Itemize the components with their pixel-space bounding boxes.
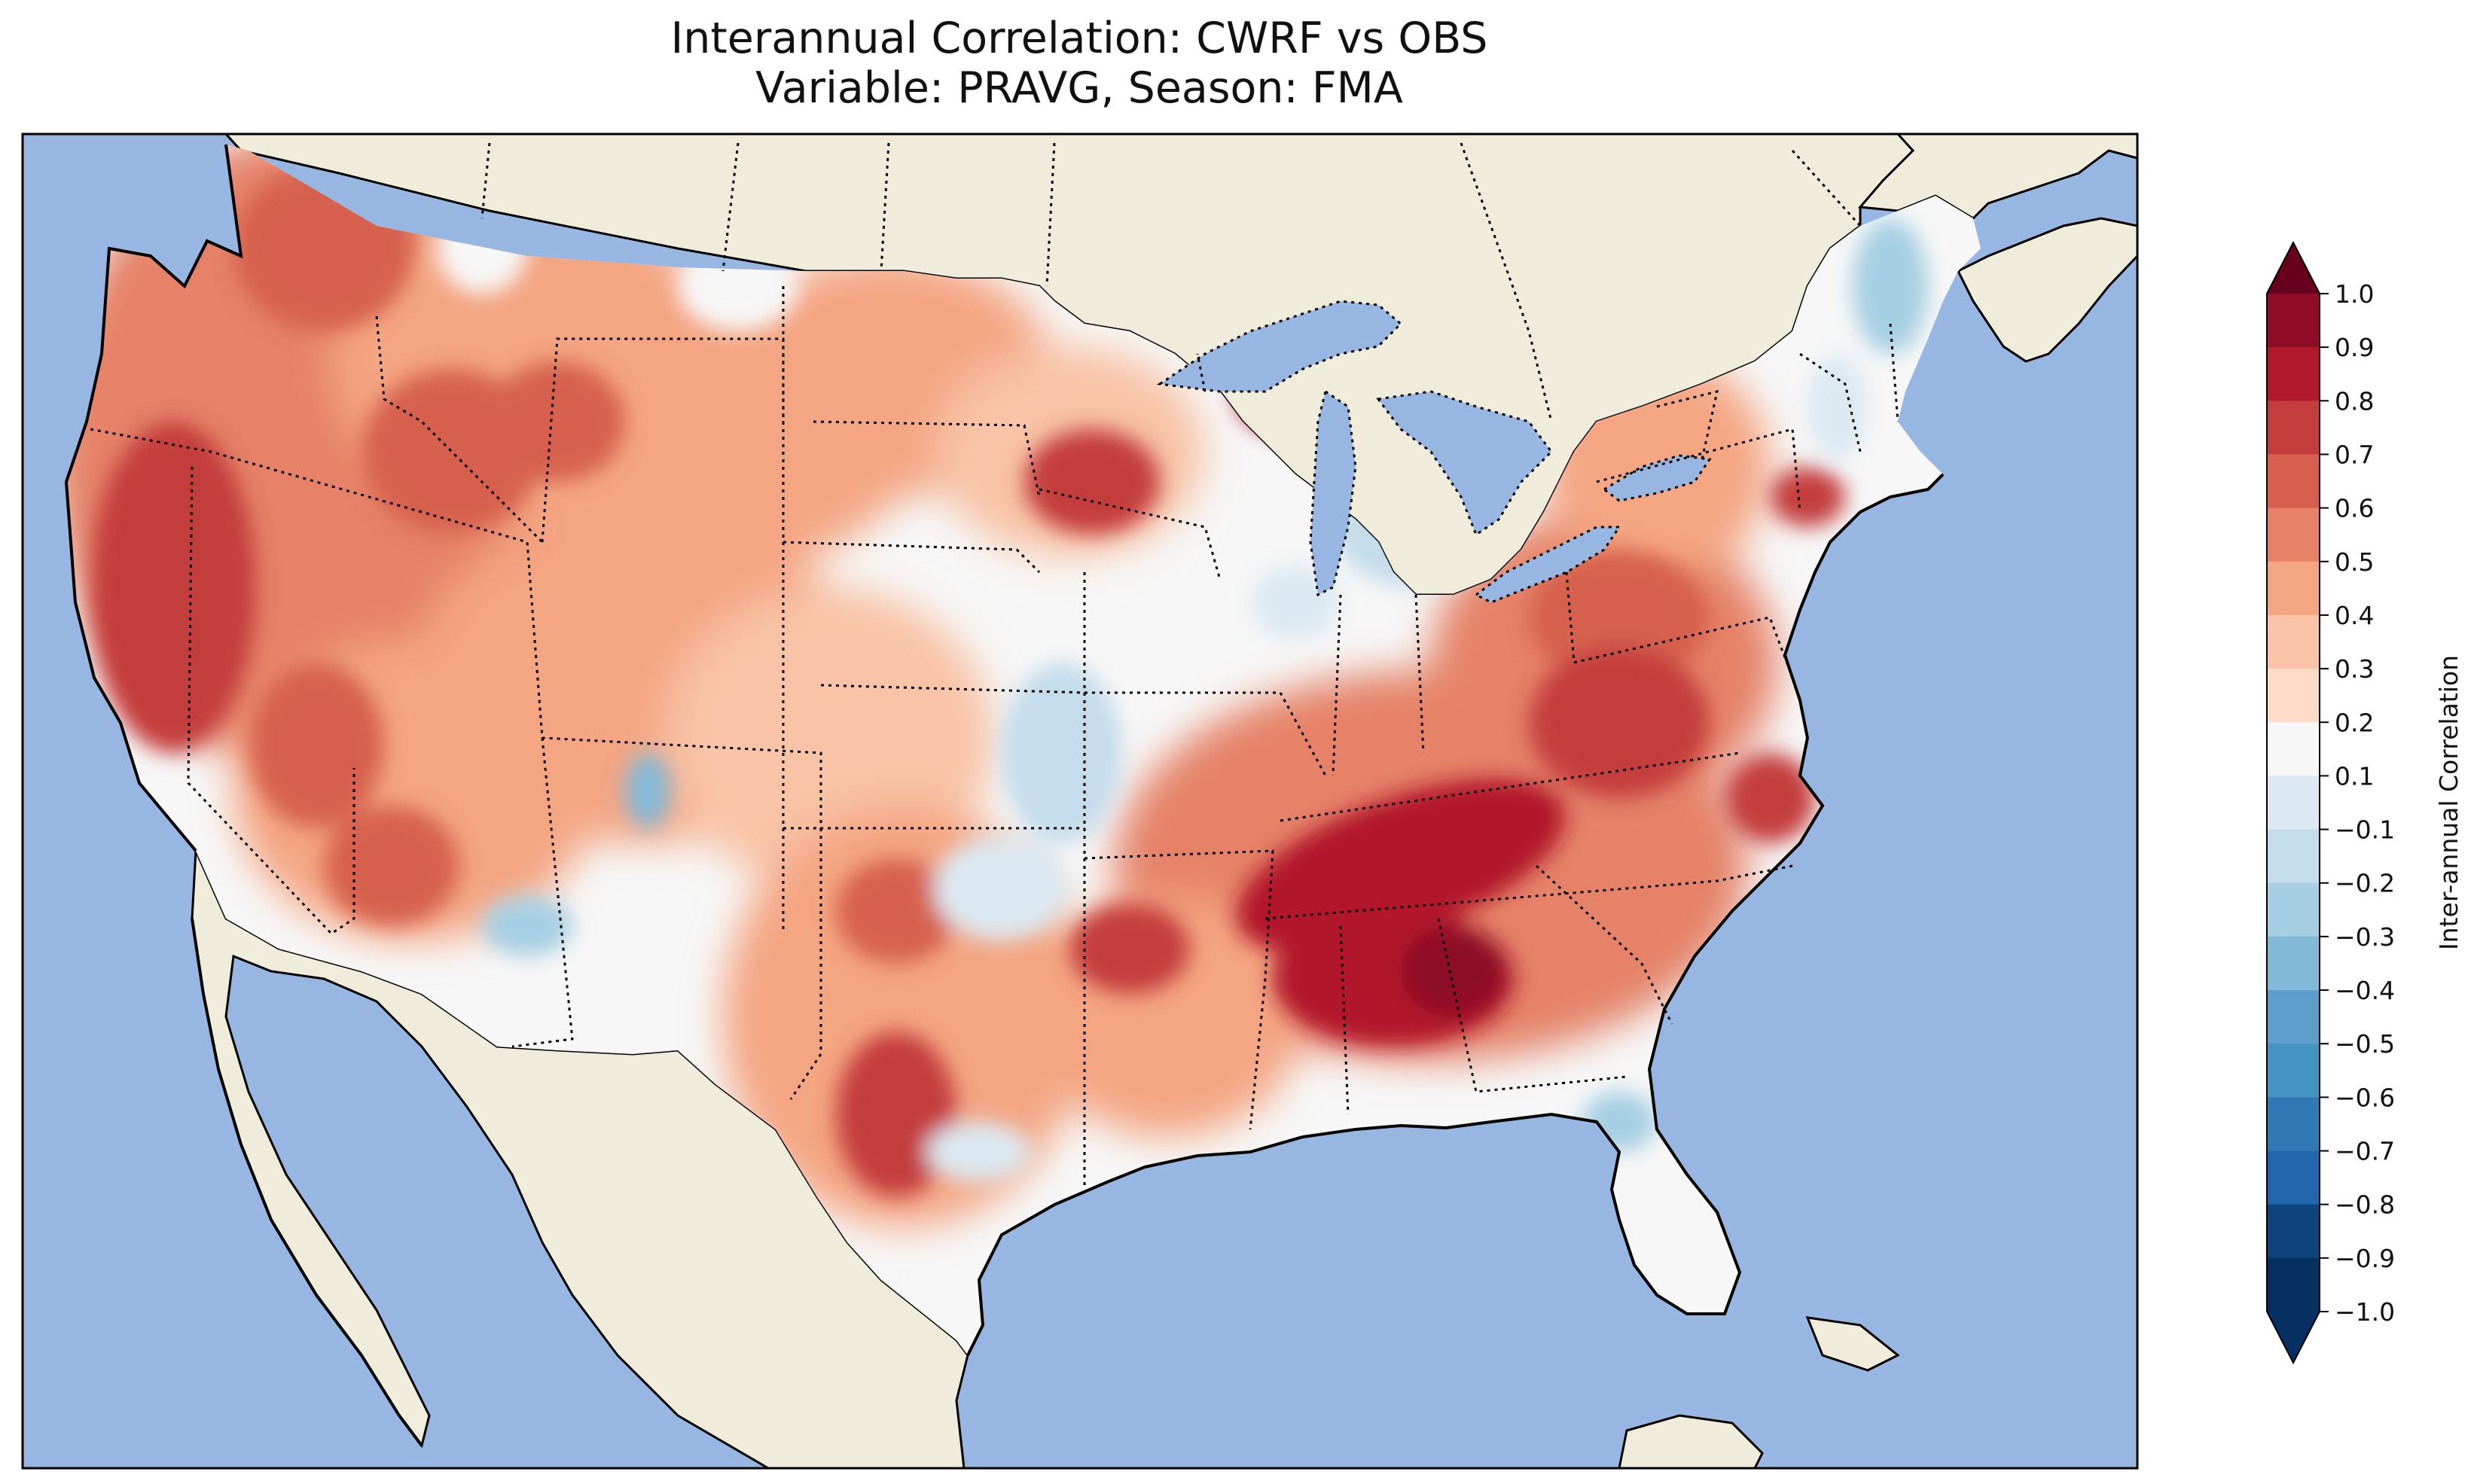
colorbar-tick-label: −0.6 — [2335, 1083, 2395, 1112]
colorbar-bin — [2267, 454, 2320, 509]
coastline-west — [64, 144, 243, 852]
colorbar-tick-label: 0.9 — [2335, 333, 2374, 362]
colorbar-label: Inter-annual Correlation — [2434, 655, 2463, 950]
colorbar-bin — [2267, 882, 2320, 937]
colorbar-tick-label: −0.3 — [2335, 922, 2395, 952]
colorbar-tick-label: 0.2 — [2335, 708, 2374, 737]
title-line-1: Interannual Correlation: CWRF vs OBS — [670, 14, 1488, 63]
colorbar-tick-label: 0.8 — [2335, 386, 2374, 416]
colorbar-tick-label: 0.3 — [2335, 654, 2374, 684]
colorbar-bin — [2267, 669, 2320, 723]
colorbar-bin — [2267, 347, 2320, 401]
land-maritimes — [1956, 217, 2139, 363]
colorbar-bin — [2267, 829, 2320, 884]
colorbar-tick-label: 0.7 — [2335, 440, 2374, 469]
colorbar-extend-max — [2267, 242, 2320, 294]
colorbar-tick-label: 0.1 — [2335, 761, 2374, 791]
colorbar-bin — [2267, 614, 2320, 669]
colorbar-bin — [2267, 1204, 2320, 1259]
colorbar-tick-label: −0.4 — [2335, 976, 2395, 1005]
state-borders — [90, 142, 1899, 1190]
colorbar-bin — [2267, 401, 2320, 455]
map-border — [21, 133, 2139, 1470]
coastline-mexico-pacific — [191, 918, 423, 1447]
lake-michigan — [1309, 389, 1357, 597]
colorbar-bin — [2267, 561, 2320, 616]
map-panel — [21, 133, 2139, 1470]
colorbar-bin — [2267, 1257, 2320, 1312]
coastline-gulf — [966, 473, 1945, 1356]
colorbar-bin — [2267, 936, 2320, 991]
lake-erie — [1474, 526, 1621, 604]
colorbar-bin — [2267, 722, 2320, 776]
colorbar-tick-label: 0.6 — [2335, 494, 2374, 523]
colorbar-bin — [2267, 776, 2320, 830]
colorbar-tick-label: 0.5 — [2335, 547, 2374, 577]
colorbar-bin — [2267, 1150, 2320, 1205]
colorbar-bin — [2267, 1097, 2320, 1152]
land-cuba — [1805, 1316, 1900, 1372]
colorbar-bin — [2267, 1044, 2320, 1098]
title-line-2: Variable: PRAVG, Season: FMA — [755, 63, 1403, 113]
colorbar-tick-label: 0.4 — [2335, 601, 2374, 630]
colorbar-tick-label: −0.1 — [2335, 815, 2395, 845]
colorbar-bin — [2267, 990, 2320, 1044]
colorbar-tick-label: −0.7 — [2335, 1137, 2395, 1166]
colorbar-bin — [2267, 294, 2320, 348]
lake-superior — [1156, 300, 1403, 393]
colorbar-tick-label: −0.8 — [2335, 1190, 2395, 1220]
lake-huron — [1376, 390, 1553, 537]
colorbar-tick-label: −1.0 — [2335, 1297, 2395, 1327]
colorbar-tick-label: −0.5 — [2335, 1029, 2395, 1059]
colorbar: 1.0 0.9 0.8 0.7 0.6 0.5 0.4 0.3 0.2 0.1 −0.1 −0.2 −0… — [2266, 240, 2463, 1365]
chart-title: Interannual Correlation: CWRF vs OBS Var… — [21, 14, 2137, 113]
colorbar-extend-min — [2267, 1312, 2320, 1363]
colorbar-bin — [2267, 507, 2320, 562]
colorbar-tick-label: −0.9 — [2335, 1244, 2395, 1273]
colorbar-tick-label: −0.2 — [2335, 869, 2395, 898]
colorbar-tick-label: 1.0 — [2335, 279, 2374, 309]
lake-ontario — [1602, 454, 1712, 502]
